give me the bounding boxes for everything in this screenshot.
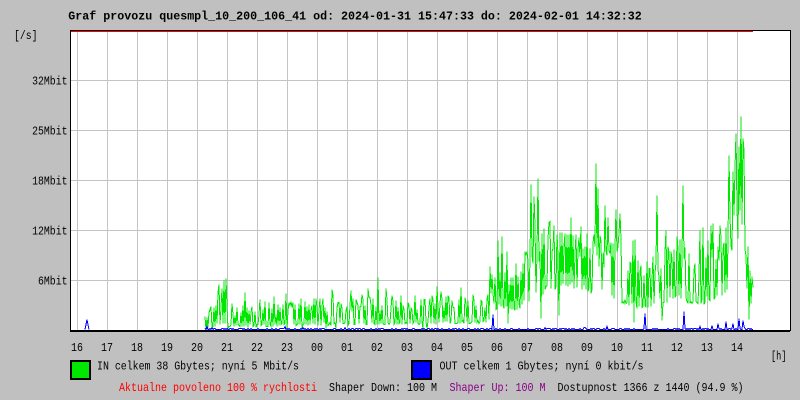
svg-text:20: 20 xyxy=(191,341,203,355)
svg-text:14: 14 xyxy=(731,341,743,355)
svg-text:19: 19 xyxy=(161,341,173,355)
svg-text:06: 06 xyxy=(491,341,503,355)
svg-text:Shaper Up: 100 M: Shaper Up: 100 M xyxy=(450,381,546,395)
svg-text:Aktualne povoleno 100 % rychlo: Aktualne povoleno 100 % rychlosti xyxy=(119,381,317,395)
svg-text:Dostupnost 1366 z 1440 (94.9 %: Dostupnost 1366 z 1440 (94.9 %) xyxy=(558,381,744,395)
svg-text:04: 04 xyxy=(431,341,443,355)
svg-text:07: 07 xyxy=(521,341,533,355)
svg-text:IN celkem 38 Gbytes; nyní 5 Mb: IN celkem 38 Gbytes; nyní 5 Mbit/s xyxy=(97,360,299,374)
svg-text:09: 09 xyxy=(581,341,593,355)
svg-text:08: 08 xyxy=(551,341,563,355)
svg-text:[h]: [h] xyxy=(771,350,787,364)
svg-text:22: 22 xyxy=(251,341,263,355)
svg-text:05: 05 xyxy=(461,341,473,355)
svg-text:10: 10 xyxy=(611,341,623,355)
svg-text:17: 17 xyxy=(101,341,113,355)
svg-text:18Mbit: 18Mbit xyxy=(32,175,67,189)
svg-text:23: 23 xyxy=(281,341,293,355)
svg-text:13: 13 xyxy=(701,341,713,355)
svg-text:[/s]: [/s] xyxy=(14,29,38,43)
svg-text:6Mbit: 6Mbit xyxy=(38,275,68,289)
svg-text:12: 12 xyxy=(671,341,683,355)
svg-text:Shaper Down: 100 M: Shaper Down: 100 M xyxy=(329,381,437,395)
svg-text:Graf provozu quesmpl_10_200_10: Graf provozu quesmpl_10_200_106_41 od: 2… xyxy=(68,9,642,23)
svg-text:12Mbit: 12Mbit xyxy=(32,225,67,239)
svg-text:25Mbit: 25Mbit xyxy=(32,125,67,139)
svg-text:21: 21 xyxy=(221,341,233,355)
svg-text:18: 18 xyxy=(131,341,143,355)
svg-text:OUT celkem 1 Gbytes; nyní 0 kb: OUT celkem 1 Gbytes; nyní 0 kbit/s xyxy=(440,360,644,374)
svg-text:03: 03 xyxy=(401,341,413,355)
svg-text:02: 02 xyxy=(371,341,383,355)
svg-text:01: 01 xyxy=(341,341,353,355)
svg-text:32Mbit: 32Mbit xyxy=(32,75,67,89)
svg-text:00: 00 xyxy=(311,341,323,355)
svg-text:16: 16 xyxy=(71,341,83,355)
svg-text:11: 11 xyxy=(641,341,653,355)
